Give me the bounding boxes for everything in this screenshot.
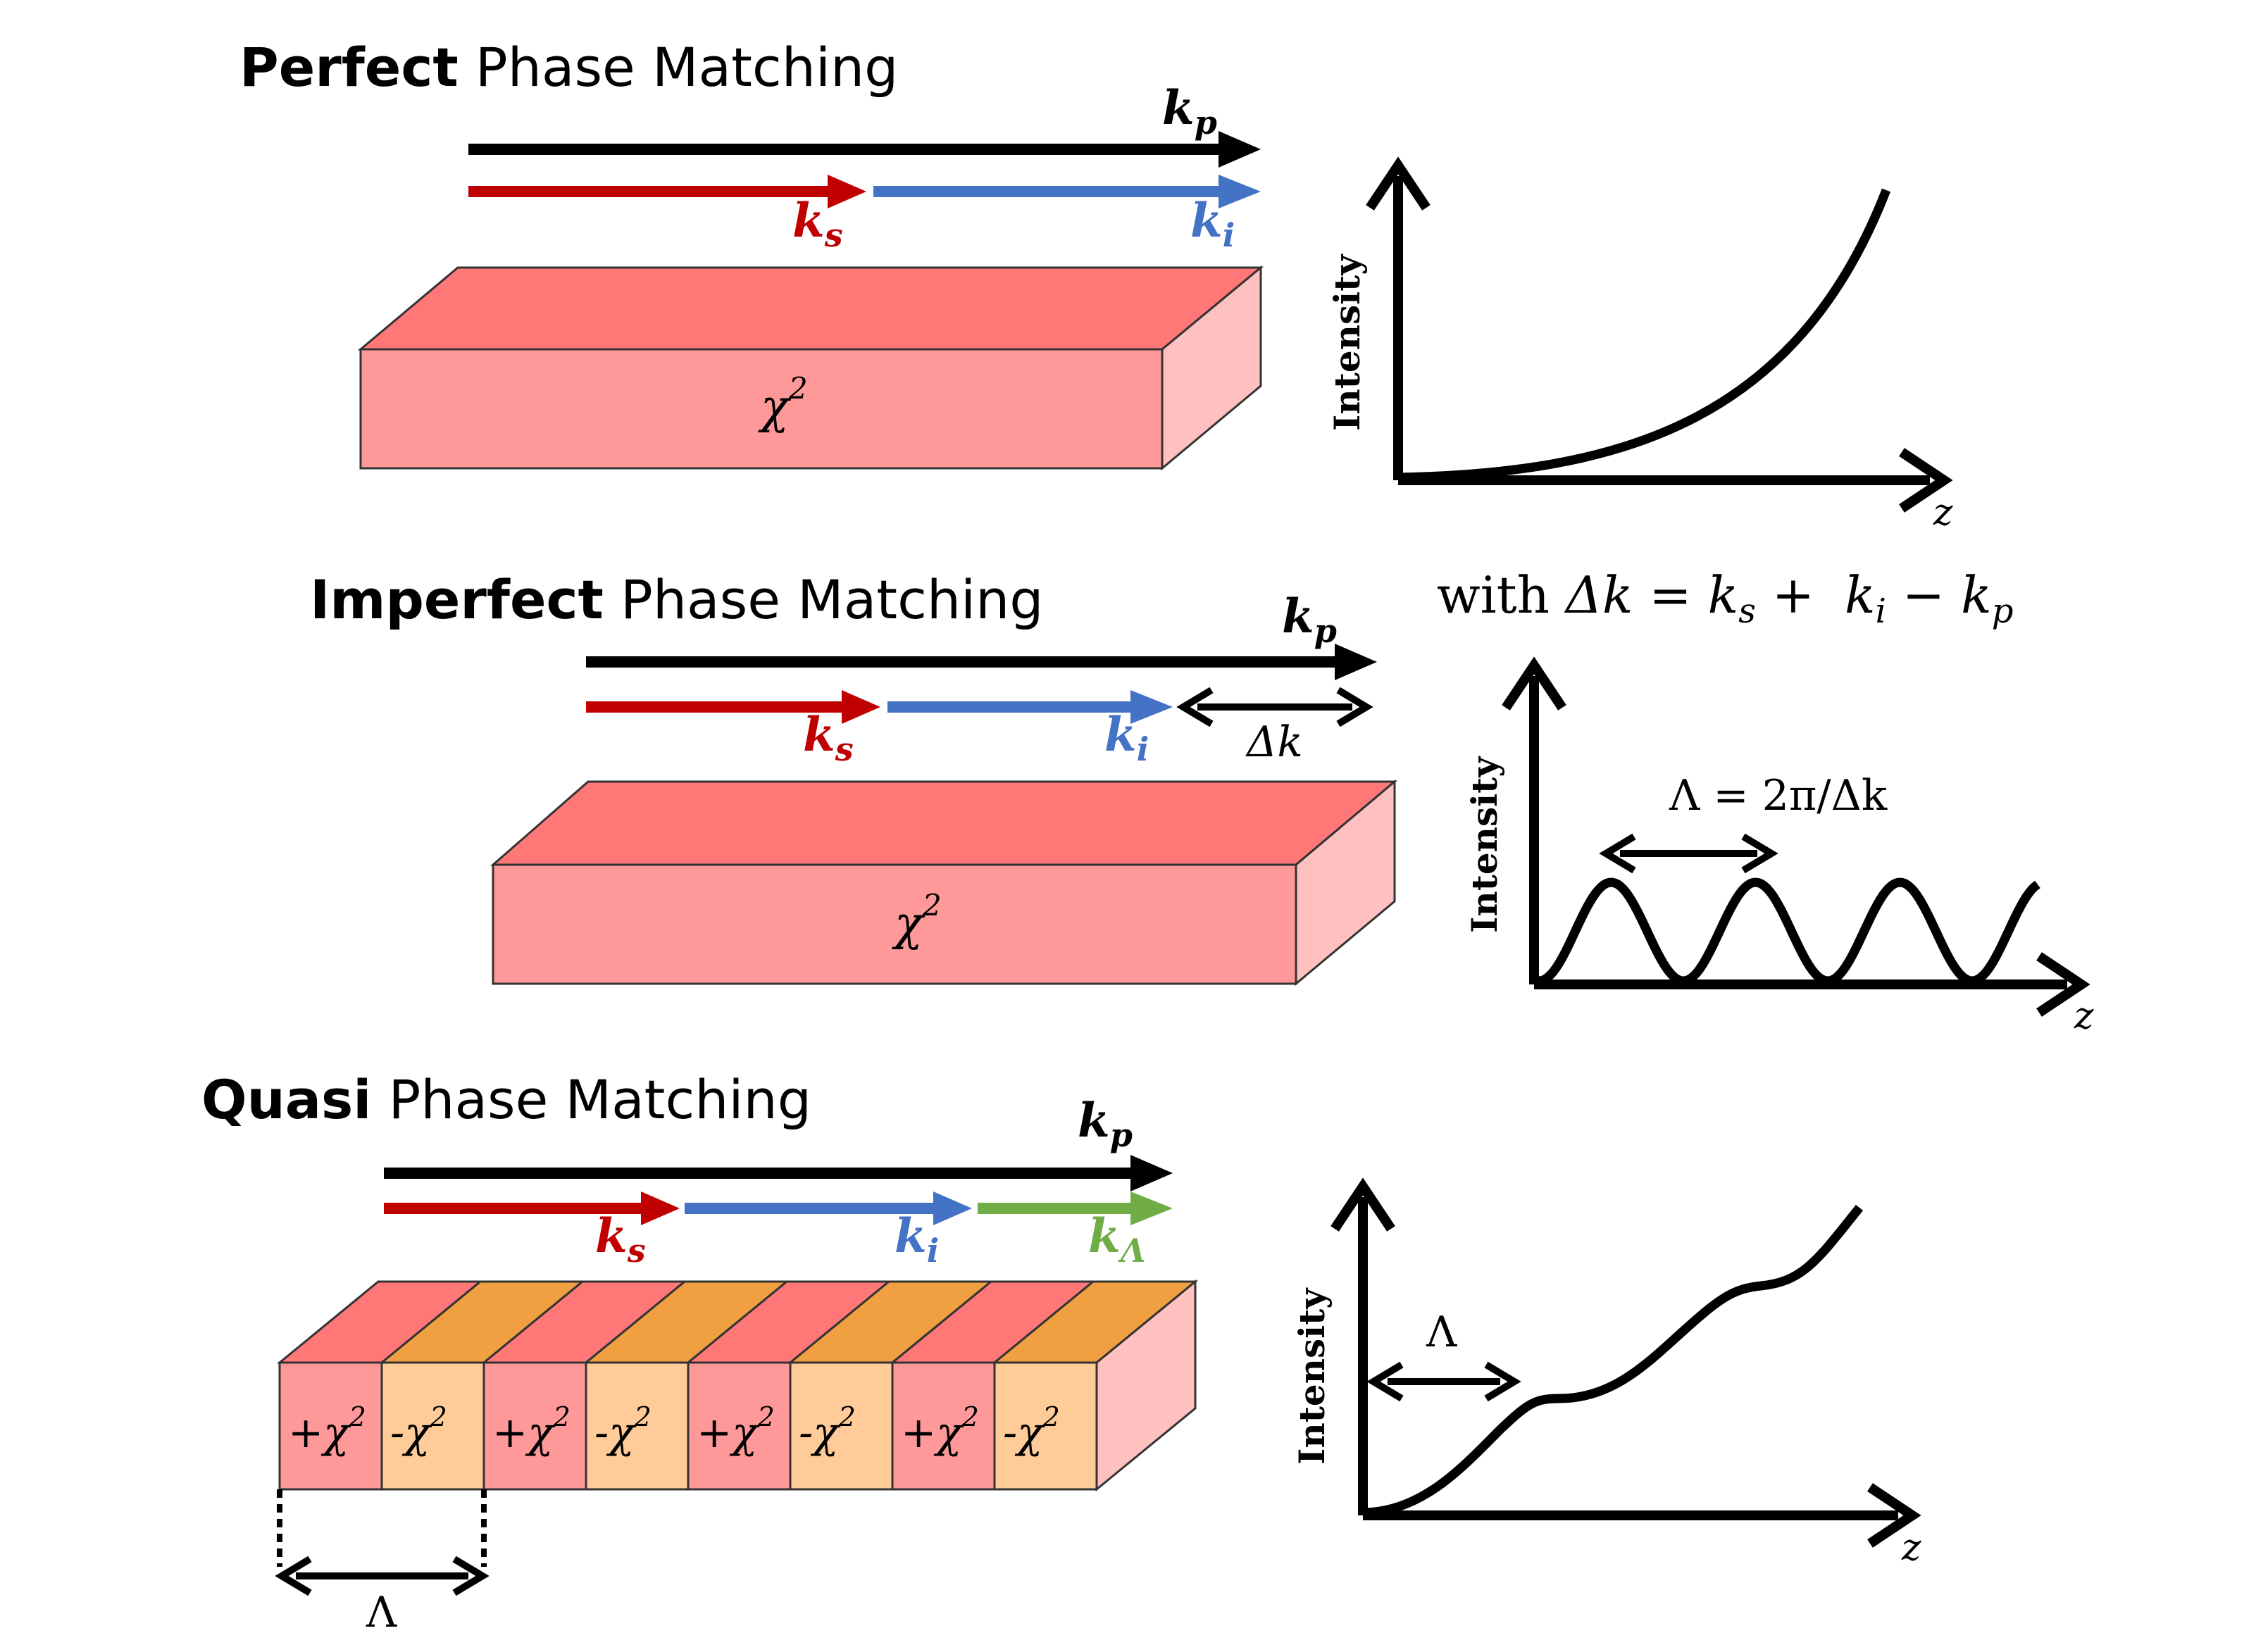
poling-period-label: Λ [366,1588,397,1637]
x-axis-label-perfect: z [1933,492,1953,534]
y-axis-label-quasi: Intensity [1291,1287,1333,1465]
periodically-poled-crystal: +χ2 -χ2 +χ2 -χ2 +χ2 -χ2 +χ2 -χ2 [276,1279,1199,1492]
crystal-block [357,265,1264,471]
intensity-plot-imperfect [1502,656,2090,1017]
mismatch-double-arrow [1176,687,1373,727]
crystal-label: χ2 [758,371,808,434]
pump-vector-label-3: kp [1078,1093,1133,1154]
domain-segment [585,1361,690,1491]
panel-quasi: Quasi Phase Matching kp ks ki kΛ +χ2 -χ2 +… [201,1068,1921,1637]
grating-vector-label: kΛ [1088,1208,1145,1270]
signal-vector-arrow-2 [586,690,880,724]
signal-vector-label-3: ks [595,1208,646,1270]
grating-vector-arrow [978,1191,1173,1225]
panel-imperfect-title: Imperfect Phase Matching [310,568,1044,631]
signal-vector-label-2: ks [803,707,854,768]
domain-label: +χ2 [492,1401,571,1458]
idler-vector-arrow-2 [887,690,1173,724]
idler-vector-label-3: ki [895,1208,939,1270]
pump-vector-arrow [468,131,1261,168]
crystal-label-2: χ2 [892,888,942,951]
pump-vector-arrow-2 [586,644,1377,680]
domain-label: +χ2 [288,1401,366,1458]
panel-perfect-title: Perfect Phase Matching [239,36,898,99]
poling-period-marker [275,1489,490,1596]
domain-segment [380,1361,485,1491]
domain-segment [993,1361,1098,1491]
idler-vector-label: ki [1190,193,1235,254]
domain-segment [687,1361,792,1491]
domain-label: -χ2 [390,1401,447,1458]
pump-vector-label-2: kp [1282,589,1337,650]
x-axis-label-quasi: z [1901,1527,1921,1569]
crystal-block-2 [490,779,1398,987]
domain-label: +χ2 [697,1401,775,1458]
panel-imperfect: Imperfect Phase Matching kp ks ki Δk [310,565,2094,1037]
idler-vector-arrow-3 [685,1191,972,1225]
coherence-period-label: Λ = 2π/Δk [1669,771,1888,820]
pump-vector-arrow-3 [384,1155,1173,1191]
panel-quasi-title: Quasi Phase Matching [201,1068,811,1131]
y-axis-label-imperfect: Intensity [1464,756,1505,933]
qpm-period-label: Λ [1426,1308,1457,1357]
crystal-side-face [1095,1279,1197,1492]
signal-vector-arrow [468,175,866,208]
panel-perfect: Perfect Phase Matching kp ks ki χ2 [239,36,1953,534]
oscillation-curve [1538,877,2040,986]
intensity-plot-perfect [1366,156,1953,513]
domain-label: -χ2 [799,1401,856,1458]
x-axis-label-imperfect: z [2074,995,2094,1037]
pump-vector-label: kp [1162,80,1217,142]
idler-vector-label-2: ki [1104,707,1149,768]
domain-segment [789,1361,894,1491]
signal-vector-arrow-3 [384,1191,680,1225]
idler-vector-arrow [873,175,1261,208]
phase-mismatch-equation: with Δk = ks + ki − kp [1437,565,2013,631]
signal-vector-label: ks [792,193,843,254]
domain-label: -χ2 [1003,1401,1060,1458]
domain-label: +χ2 [901,1401,979,1458]
domain-segment [278,1361,383,1491]
domain-label: -χ2 [594,1401,652,1458]
intensity-plot-quasi [1330,1177,1921,1548]
mismatch-label: Δk [1245,718,1303,767]
y-axis-label-perfect: Intensity [1326,254,1368,431]
